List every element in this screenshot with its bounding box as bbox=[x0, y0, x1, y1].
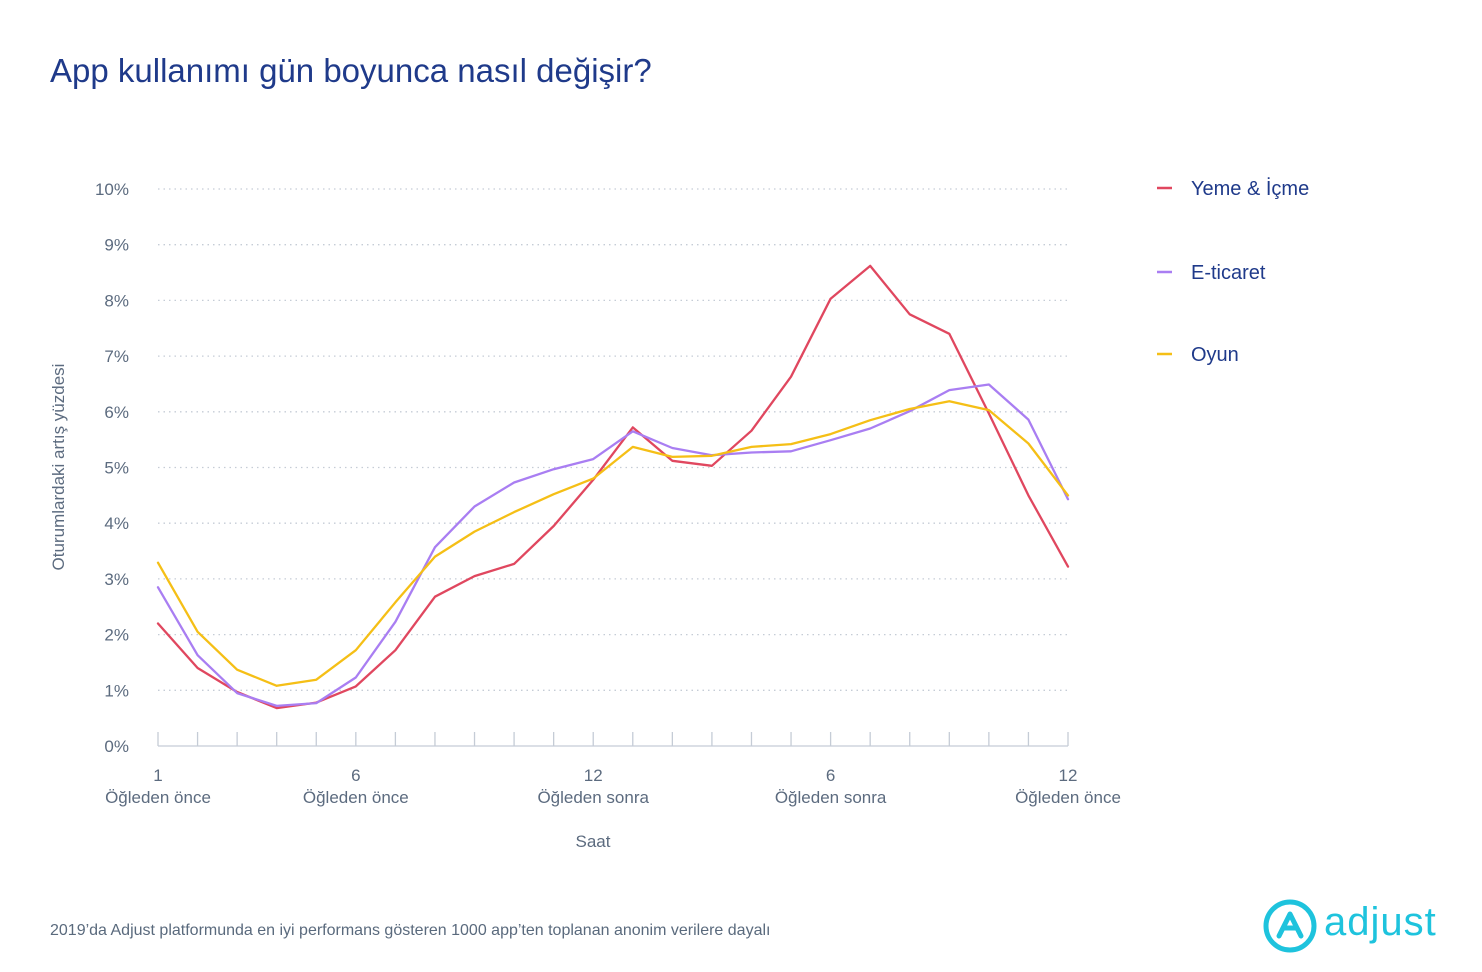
series-line bbox=[156, 264, 1070, 710]
y-axis-title: Oturumlardaki artış yüzdesi bbox=[49, 364, 68, 571]
x-tick-period-label: Öğleden önce bbox=[303, 788, 409, 807]
x-tick-label: 6 bbox=[826, 766, 835, 785]
x-tick-period-label: Öğleden sonra bbox=[775, 788, 887, 807]
y-tick-label: 1% bbox=[104, 681, 129, 700]
y-tick-label: 6% bbox=[104, 403, 129, 422]
chart-title: App kullanımı gün boyunca nasıl değişir? bbox=[50, 52, 652, 89]
y-tick-label: 9% bbox=[104, 236, 129, 255]
x-tick-period-label: Öğleden önce bbox=[105, 788, 211, 807]
x-tick-label: 12 bbox=[584, 766, 603, 785]
legend-label: E-ticaret bbox=[1191, 262, 1266, 284]
x-tick-period-label: Öğleden önce bbox=[1015, 788, 1121, 807]
y-tick-label: 8% bbox=[104, 291, 129, 310]
x-tick-label: 1 bbox=[153, 766, 162, 785]
y-tick-label: 2% bbox=[104, 626, 129, 645]
adjust-logo-icon bbox=[1263, 899, 1317, 953]
legend-label: Oyun bbox=[1191, 344, 1239, 366]
y-tick-label: 0% bbox=[104, 737, 129, 756]
x-axis-title: Saat bbox=[576, 832, 611, 851]
series-line bbox=[156, 400, 1070, 687]
x-tick-label: 6 bbox=[351, 766, 360, 785]
source-footnote: 2019’da Adjust platformunda en iyi perfo… bbox=[50, 922, 771, 939]
series-line bbox=[156, 383, 1070, 708]
y-tick-label: 3% bbox=[104, 570, 129, 589]
adjust-logo: adjust bbox=[1262, 898, 1438, 954]
y-tick-label: 7% bbox=[104, 347, 129, 366]
x-tick-period-label: Öğleden sonra bbox=[537, 788, 649, 807]
x-tick-label: 12 bbox=[1059, 766, 1078, 785]
legend-label: Yeme & İçme bbox=[1191, 177, 1309, 200]
y-tick-label: 4% bbox=[104, 514, 129, 533]
y-tick-label: 10% bbox=[95, 180, 129, 199]
y-tick-label: 5% bbox=[104, 459, 129, 478]
logo-wordmark: adjust bbox=[1324, 900, 1437, 944]
